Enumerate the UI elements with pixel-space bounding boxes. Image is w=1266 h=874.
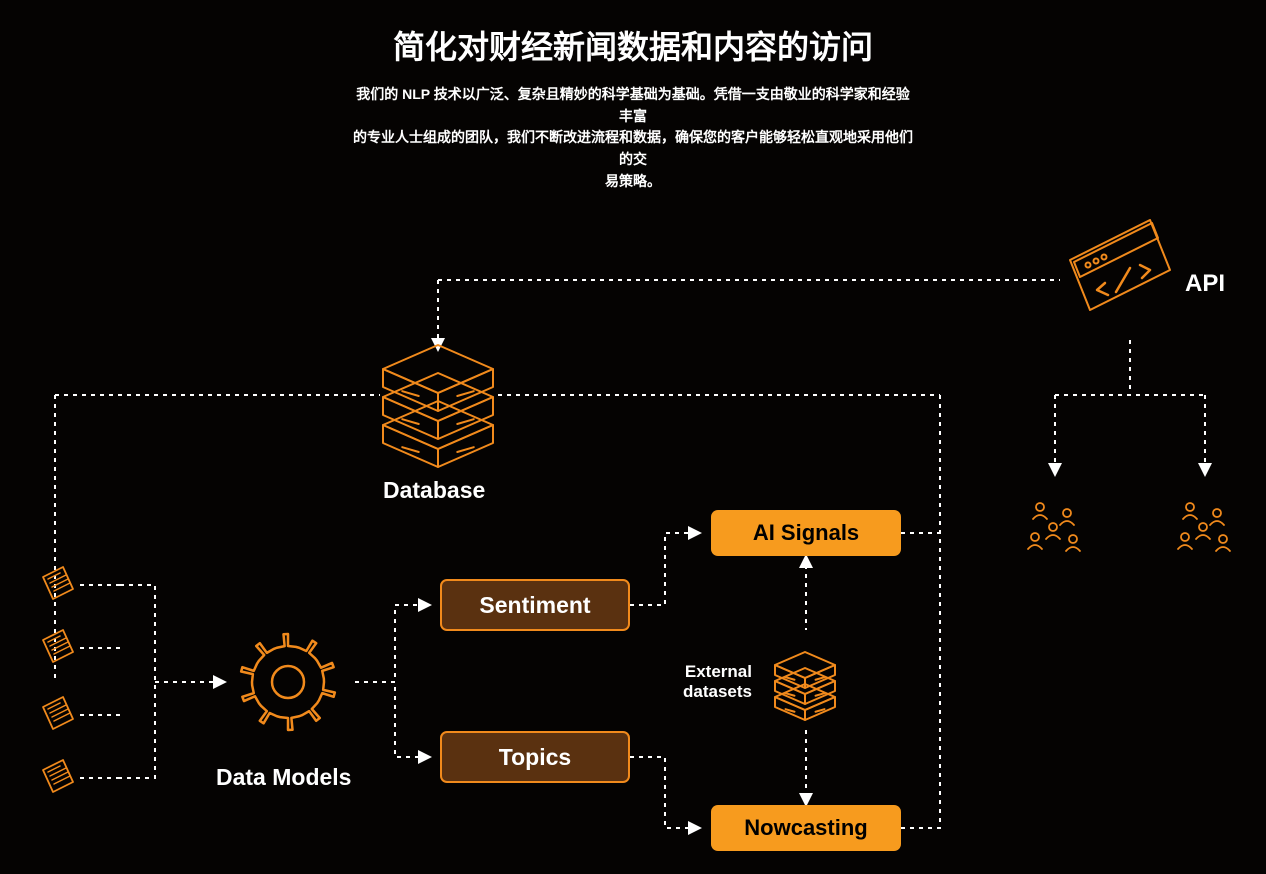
nowcasting-pill: Nowcasting	[711, 805, 901, 851]
diagram-root: { "meta": { "width": 1266, "height": 874…	[0, 0, 1266, 874]
edge	[630, 533, 700, 605]
edge	[120, 585, 155, 778]
external-datasets-icon	[775, 652, 835, 720]
database-label: Database	[383, 477, 485, 504]
news-icon	[43, 630, 73, 662]
edge	[355, 682, 430, 757]
news-icon	[43, 567, 73, 599]
database-icon	[383, 345, 493, 467]
edge	[901, 395, 940, 828]
diagram-svg	[0, 0, 1266, 874]
topics-pill: Topics	[440, 731, 630, 783]
news-icon	[43, 760, 73, 792]
ai-signals-pill: AI Signals	[711, 510, 901, 556]
users-icon	[1178, 503, 1230, 551]
edge	[630, 757, 700, 828]
users-icon	[1028, 503, 1080, 551]
data-models-label: Data Models	[216, 764, 351, 791]
external-datasets-label: Externaldatasets	[683, 662, 752, 703]
edge	[355, 605, 430, 682]
sentiment-pill: Sentiment	[440, 579, 630, 631]
gear-icon	[241, 634, 335, 730]
api-icon	[1070, 220, 1170, 310]
news-icon	[43, 697, 73, 729]
api-label: API	[1185, 270, 1225, 298]
